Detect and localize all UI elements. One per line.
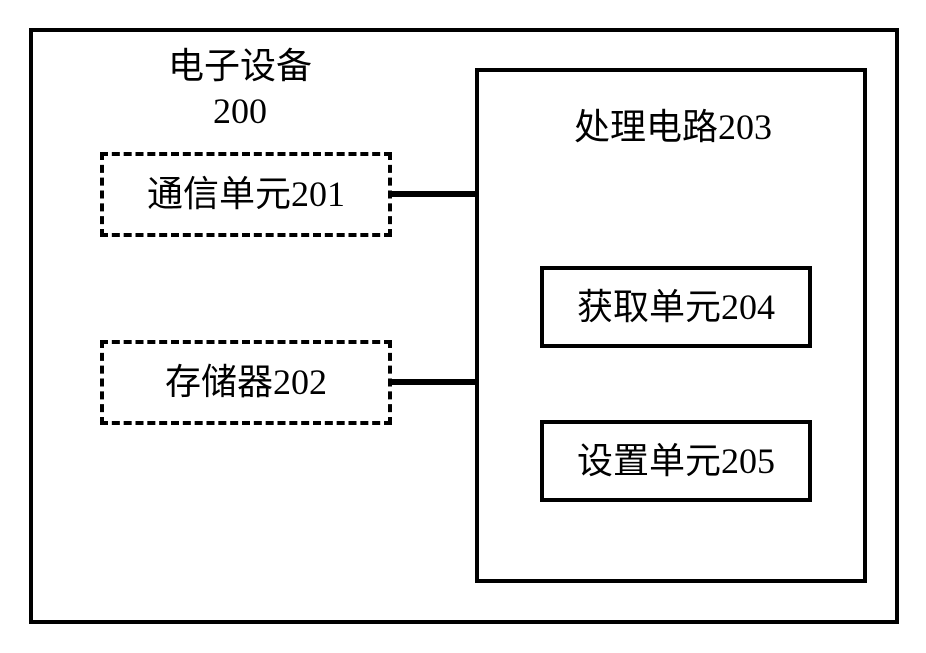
communication-unit-label: 通信单元201 [147, 172, 345, 217]
connector-memory-to-processing [392, 379, 475, 385]
device-title: 电子设备 200 [130, 44, 350, 134]
memory-label: 存储器202 [165, 360, 327, 405]
device-title-line2: 200 [130, 89, 350, 134]
acquire-unit-box: 获取单元204 [540, 266, 812, 348]
diagram-canvas: 电子设备 200 处理电路203 通信单元201 存储器202 获取单元204 … [0, 0, 926, 653]
device-title-line1: 电子设备 [130, 44, 350, 89]
setting-unit-label: 设置单元205 [577, 439, 775, 484]
setting-unit-box: 设置单元205 [540, 420, 812, 502]
memory-box: 存储器202 [100, 340, 392, 425]
communication-unit-box: 通信单元201 [100, 152, 392, 237]
acquire-unit-label: 获取单元204 [577, 285, 775, 330]
connector-comm-to-processing [392, 191, 475, 197]
processing-circuit-label: 处理电路203 [558, 105, 788, 150]
